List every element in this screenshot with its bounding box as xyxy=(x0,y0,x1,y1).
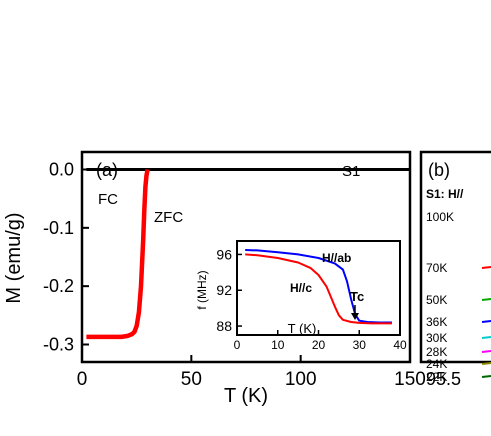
panel-b-x-tick-label: 95.5 xyxy=(426,369,461,389)
inset-x-ticks: 0 10 20 30 40 xyxy=(234,330,407,352)
sample-label: S1 xyxy=(342,163,360,180)
temperature-label: 70K xyxy=(426,261,447,275)
panel-b-label: (b) xyxy=(428,160,450,180)
x-tick-label: 100 xyxy=(285,369,317,390)
y-tick-label: -0.3 xyxy=(43,335,74,355)
trace-stub xyxy=(481,375,491,378)
tc-arrow xyxy=(351,305,359,320)
panel-b-header: S1: H// xyxy=(426,187,464,201)
inset-y-tick-label: 88 xyxy=(216,318,232,334)
panel-a-y-ticks: 0.0 -0.1 -0.2 -0.3 xyxy=(43,160,89,355)
inset-x-tick-label: 10 xyxy=(271,338,285,352)
inset-x-tick-label: 0 xyxy=(234,338,241,352)
temperature-label: 50K xyxy=(426,293,447,307)
temperature-label: 22K xyxy=(426,370,447,384)
trace-stub xyxy=(481,266,491,269)
inset-series-line xyxy=(245,253,392,325)
temperature-label: 30K xyxy=(426,331,447,345)
panel-a-x-ticks: 0 50 100 150 xyxy=(77,355,426,390)
inset-y-ticks: 96 92 88 xyxy=(216,246,242,334)
trace-stub xyxy=(481,350,491,353)
inset-h-ab-label: H//ab xyxy=(322,251,351,265)
trace-stub xyxy=(481,320,491,323)
fc-annotation: FC xyxy=(98,191,118,208)
inset-tc-label: Tc xyxy=(350,289,364,304)
temperature-label: 24K xyxy=(426,357,447,371)
inset-y-axis-label: f (MHz) xyxy=(195,270,209,309)
x-axis-label: T (K) xyxy=(224,385,268,407)
inset-x-axis-label: T (K) xyxy=(288,321,317,336)
x-tick-label: 50 xyxy=(181,369,202,390)
y-tick-label: -0.2 xyxy=(43,276,74,296)
y-axis-label: M (emu/g) xyxy=(3,212,25,303)
series-line-zfc xyxy=(86,169,150,340)
inset-h-c-label: H//c xyxy=(290,281,312,295)
inset-x-tick-label: 20 xyxy=(312,338,326,352)
trace-stub xyxy=(481,362,491,365)
inset-x-tick-label: 30 xyxy=(353,338,367,352)
x-tick-label: 150 xyxy=(394,369,426,390)
panel-a-series xyxy=(86,168,410,340)
inset-series xyxy=(245,249,392,325)
inset: 0 10 20 30 40 96 92 88 H//ab H//c Tc T (K) f (… xyxy=(195,240,407,352)
inset-series-line xyxy=(245,249,392,324)
panel-a: 0 50 100 150 0.0-0.1-0.2-0.3 (a) S1 FC ZFC … xyxy=(3,150,426,407)
y-tick-label: -0.1 xyxy=(43,218,74,238)
zfc-annotation: ZFC xyxy=(154,209,183,226)
inset-y-tick-label: 96 xyxy=(216,246,232,262)
temperature-label: 36K xyxy=(426,315,447,329)
inset-y-tick-label: 92 xyxy=(216,282,232,298)
x-tick-label: 0 xyxy=(77,369,88,390)
trace-stub xyxy=(481,336,491,339)
temperature-label: 28K xyxy=(426,345,447,359)
inset-x-tick-label: 40 xyxy=(393,338,407,352)
temperature-label: 100K xyxy=(426,210,454,224)
y-tick-label: 0.0 xyxy=(49,160,74,180)
trace-stub xyxy=(481,298,491,301)
panel-a-frame xyxy=(80,150,412,364)
panel-b-frame xyxy=(419,150,491,364)
